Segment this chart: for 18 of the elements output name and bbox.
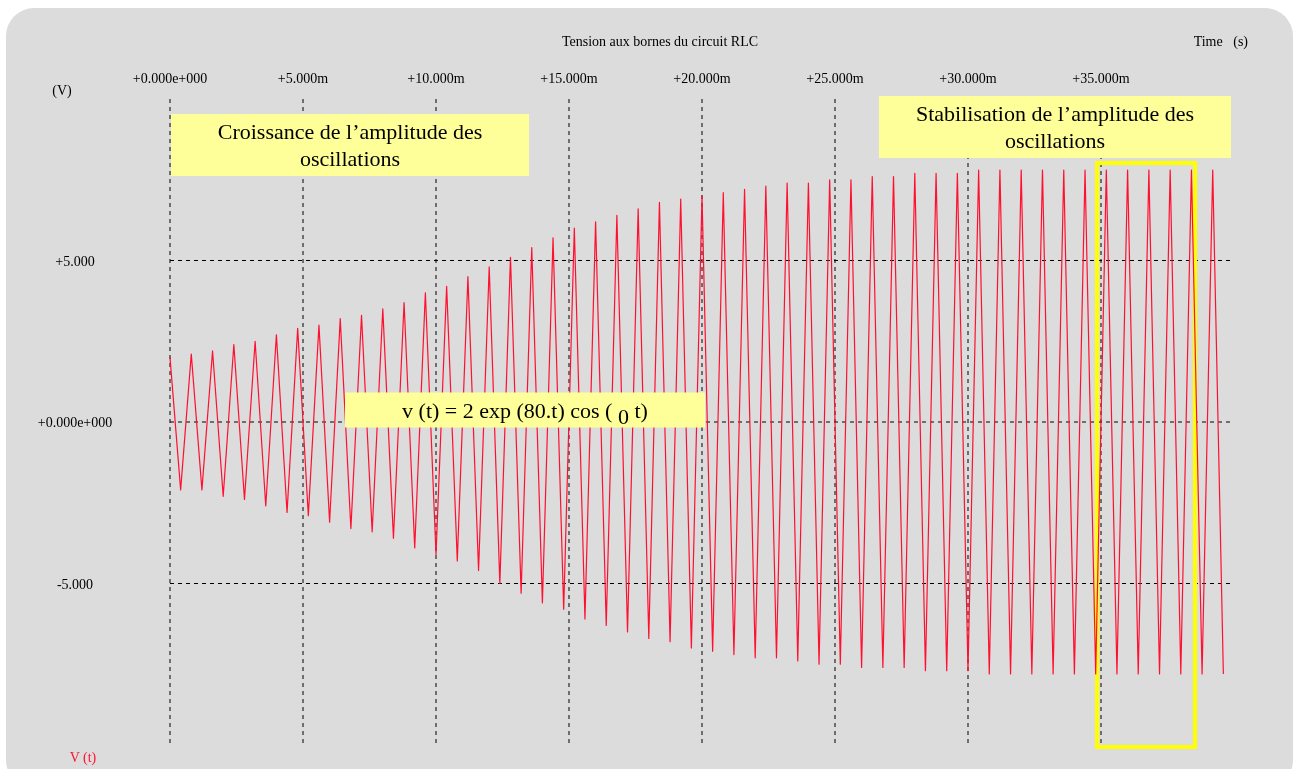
y-axis-title: (V) xyxy=(52,83,73,99)
chart-title: Tension aux bornes du circuit RLC xyxy=(561,34,759,49)
x-tick-label: +10.000m xyxy=(407,71,465,86)
text: V (t) xyxy=(69,750,97,766)
x-tick-label: +15.000m xyxy=(540,71,598,86)
x-tick-label: +30.000m xyxy=(939,71,997,86)
y-tick-label: +0.000e+000 xyxy=(37,415,113,430)
annotation: Stabilisation de l’amplitude des oscillations xyxy=(915,101,1195,153)
x-tick-label: +5.000m xyxy=(277,71,329,86)
x-axis-title: Time (s) xyxy=(1193,34,1249,50)
x-tick-label: +25.000m xyxy=(806,71,864,86)
annotation: Croissance de l’amplitude des oscillations xyxy=(217,119,483,171)
x-tick-label: +0.000e+000 xyxy=(132,71,208,86)
line-series xyxy=(169,169,1224,675)
x-tick-label: +35.000m xyxy=(1072,71,1130,86)
y-tick-label: -5.000 xyxy=(56,576,94,592)
y-tick-label: +5.000 xyxy=(55,253,95,269)
x-tick-label: +20.000m xyxy=(673,71,731,86)
